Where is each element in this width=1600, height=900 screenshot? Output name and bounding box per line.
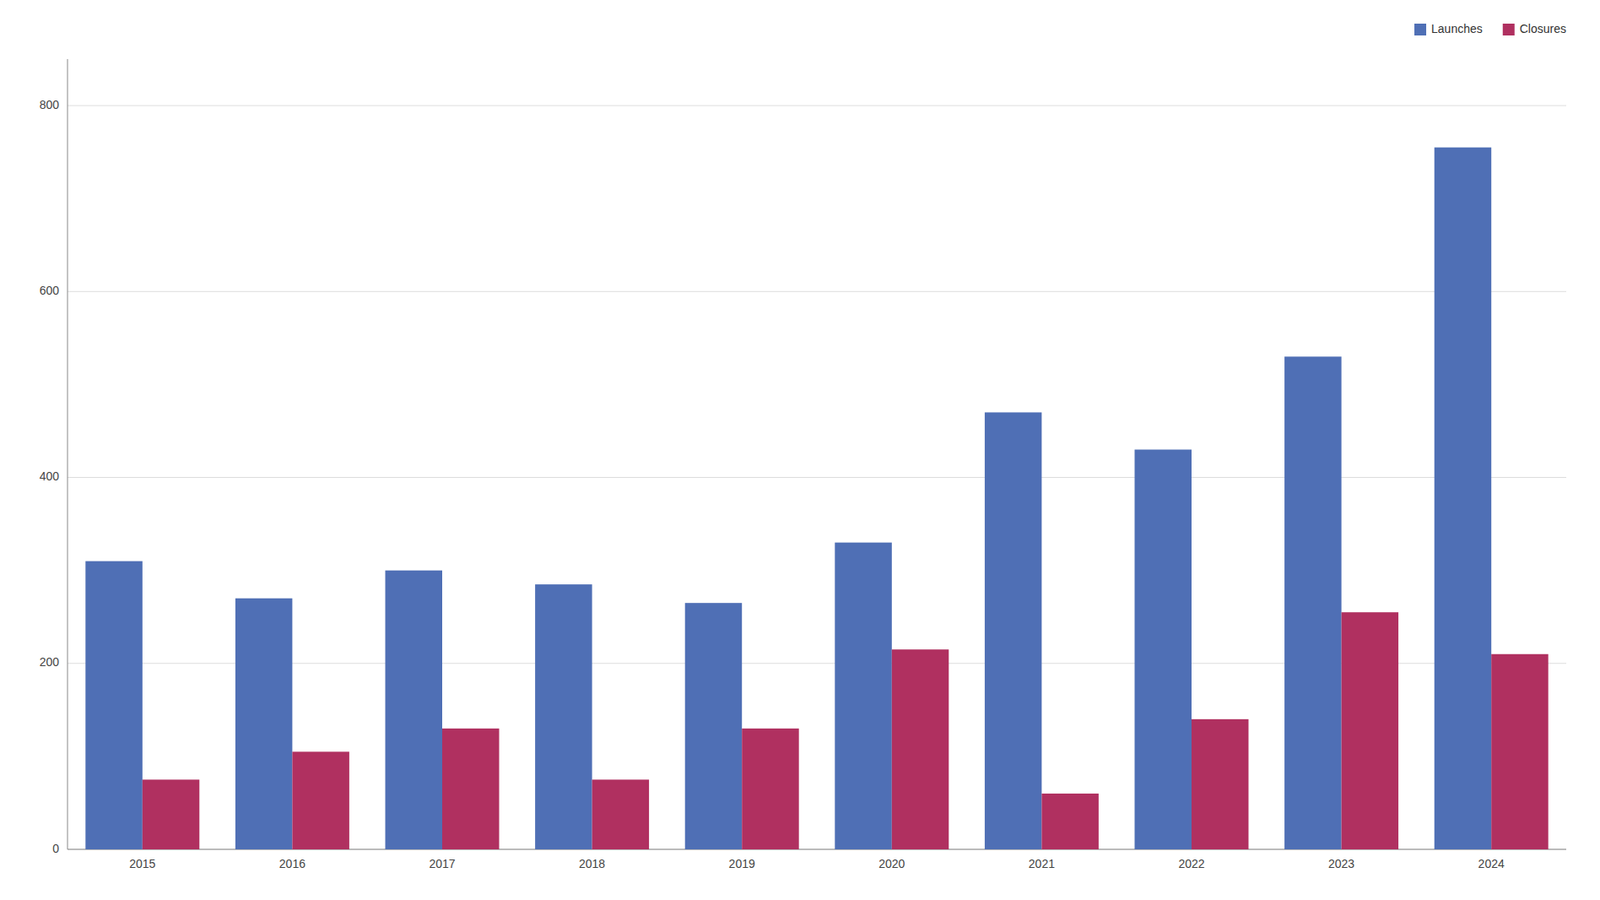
y-tick-label: 800 bbox=[39, 97, 60, 112]
legend-item: Launches bbox=[1414, 21, 1483, 36]
grid-line bbox=[67, 291, 1567, 292]
background bbox=[0, 0, 1600, 900]
y-tick-label: 400 bbox=[39, 469, 60, 483]
bar bbox=[891, 648, 949, 849]
bar bbox=[1135, 448, 1192, 849]
grid-line bbox=[67, 105, 1567, 107]
legend: Launches Closures bbox=[1414, 21, 1567, 36]
bar bbox=[235, 598, 292, 849]
bar bbox=[1041, 793, 1098, 849]
legend-swatch bbox=[1502, 23, 1515, 36]
series-1 bbox=[142, 611, 1549, 849]
x-tick-label: 2019 bbox=[729, 856, 756, 871]
bar bbox=[85, 561, 142, 849]
bar bbox=[1284, 356, 1341, 849]
y-tick-label: 0 bbox=[52, 841, 60, 855]
legend-label: Launches bbox=[1431, 21, 1483, 36]
x-tick-label: 2023 bbox=[1328, 856, 1355, 871]
y-tick-label: 200 bbox=[39, 654, 60, 669]
x-tick-label: 2016 bbox=[279, 856, 306, 871]
bar bbox=[741, 728, 799, 849]
bars bbox=[85, 147, 1548, 849]
bar bbox=[1341, 611, 1399, 849]
bar bbox=[291, 751, 349, 849]
y-axis-line bbox=[67, 59, 69, 849]
bar bbox=[142, 778, 200, 849]
bar bbox=[834, 542, 892, 849]
bar bbox=[1434, 147, 1492, 849]
bar bbox=[535, 583, 592, 849]
bar bbox=[1491, 654, 1548, 849]
x-tick-label: 2022 bbox=[1178, 856, 1205, 871]
grid bbox=[67, 105, 1567, 849]
bar bbox=[1191, 718, 1249, 849]
x-ticks: 2015 2016 2017 2018 2019 2020 2021 2022 2023 2024 bbox=[129, 856, 1505, 871]
x-tick-label: 2015 bbox=[129, 856, 156, 871]
x-tick-label: 2017 bbox=[428, 856, 455, 871]
y-tick-label: 600 bbox=[39, 283, 60, 298]
x-tick-label: 2021 bbox=[1028, 856, 1055, 871]
x-tick-label: 2020 bbox=[878, 856, 905, 871]
legend-swatch bbox=[1414, 23, 1427, 36]
bar bbox=[592, 778, 649, 849]
chart-container: 0 200 400 600 800 2015 2016 2017 2018 2019 2020 202… bbox=[0, 0, 1600, 900]
x-tick-label: 2024 bbox=[1478, 856, 1505, 871]
legend-label: Closures bbox=[1519, 21, 1567, 36]
y-ticks: 0 200 400 600 800 bbox=[39, 97, 60, 855]
legend-item: Closures bbox=[1502, 21, 1567, 36]
bar bbox=[385, 570, 443, 849]
bar bbox=[984, 411, 1042, 849]
chart-svg: 0 200 400 600 800 2015 2016 2017 2018 2019 2020 202… bbox=[0, 0, 1600, 900]
bar bbox=[442, 728, 499, 849]
series-0 bbox=[85, 147, 1492, 849]
bar bbox=[685, 602, 742, 849]
x-tick-label: 2018 bbox=[578, 856, 606, 871]
